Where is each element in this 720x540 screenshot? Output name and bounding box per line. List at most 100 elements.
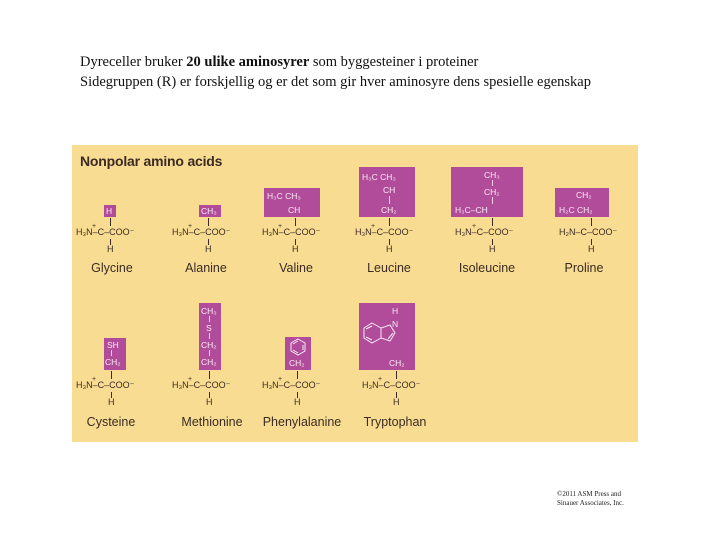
amino-acid-proline: CH₂ H₂C CH₂ H₂N–C–COO⁻ H Proline (554, 185, 638, 275)
side-chain-atom: CH₂ (381, 205, 397, 215)
bond-line (110, 239, 111, 245)
side-chain-atom: CH₂ (201, 340, 217, 350)
backbone: H₃N–C–COO⁻ (262, 227, 321, 237)
backbone-h: H (205, 244, 212, 254)
bond-line (389, 218, 390, 226)
backbone: H₃N–C–COO⁻ (172, 380, 231, 390)
backbone-h: H (206, 397, 213, 407)
intro-line-2: Sidegruppen (R) er forskjellig og er det… (80, 74, 591, 90)
bond-line (297, 371, 298, 379)
bond-line (389, 196, 390, 204)
amino-acid-name: Valine (279, 261, 313, 275)
amino-acid-name: Cysteine (86, 415, 136, 429)
backbone-h: H (294, 397, 301, 407)
side-chain-box (451, 167, 523, 217)
amino-acid-name: Glycine (91, 261, 133, 275)
bond-line (591, 218, 592, 226)
backbone: H₃N–C–COO⁻ (355, 227, 414, 237)
side-chain-box (359, 167, 415, 217)
amino-acid-name: Leucine (367, 261, 411, 275)
side-chain-box (104, 338, 126, 370)
indole-ring-icon (363, 322, 396, 344)
bond-line (389, 239, 390, 245)
side-chain-box (199, 303, 221, 370)
backbone-plus: + (472, 223, 477, 230)
amino-acid-methionine: CH₃ S CH₂ CH₂ + H₃N–C–COO⁻ H Methionine (172, 303, 262, 435)
bond-line (209, 350, 210, 356)
amino-acid-cysteine: SH CH₂ + H₃N–C–COO⁻ H Cysteine (76, 335, 160, 435)
benzene-ring-icon (290, 338, 306, 356)
bond-line (492, 239, 493, 245)
backbone: H₃N–C–COO⁻ (76, 227, 135, 237)
side-chain-atom: CH (288, 205, 301, 215)
backbone: H₂N–C–COO⁻ (559, 227, 618, 237)
side-chain-atom: CH (383, 185, 396, 195)
intro-line-1-bold: 20 ulike aminosyrer (186, 54, 310, 70)
backbone-plus: + (188, 376, 193, 383)
copyright-credit: ©2011 ASM Press and Sinauer Associates, … (557, 490, 624, 508)
backbone-plus: + (92, 376, 97, 383)
bond-line (492, 180, 493, 186)
amino-acid-name: Phenylalanine (262, 415, 342, 429)
amino-acid-isoleucine: CH₃ CH₂ H₃C–CH + H₃N–C–COO⁻ H Isoleucine (451, 167, 552, 275)
backbone-plus: + (371, 223, 376, 230)
bond-line (208, 239, 209, 245)
amino-acid-name: Isoleucine (458, 261, 516, 275)
amino-acid-valine: H₃C CH₃ CH + H₃N–C–COO⁻ H Valine (262, 185, 352, 275)
backbone: H₃N–C–COO⁻ (76, 380, 135, 390)
amino-acid-name: Tryptophan (363, 415, 427, 429)
backbone-h: H (588, 244, 595, 254)
bond-line (209, 392, 210, 398)
side-chain-atom: CH₃ (201, 206, 217, 216)
side-chain-atom: CH₃ (484, 170, 500, 180)
side-chain-atom: H₂C CH₂ (559, 205, 593, 215)
side-chain-atom: CH₂ (484, 187, 500, 197)
bond-line (111, 371, 112, 379)
backbone-h: H (292, 244, 299, 254)
bond-line (110, 218, 111, 226)
bond-line (396, 392, 397, 398)
side-chain-atom: N (392, 319, 399, 329)
bond-line (591, 239, 592, 245)
bond-line (209, 333, 210, 339)
amino-acid-name: Methionine (181, 415, 243, 429)
backbone: H₃N–C–COO⁻ (172, 227, 231, 237)
bond-line (208, 218, 209, 226)
side-chain-atom: H₃C CH₃ (267, 191, 301, 201)
backbone: H₃N–C–COO⁻ (455, 227, 514, 237)
backbone: H₃N–C–COO⁻ (362, 380, 421, 390)
side-chain-atom: CH₂ (289, 358, 305, 368)
bond-line (111, 350, 112, 356)
side-chain-atom: CH₂ (201, 357, 217, 367)
side-chain-atom: CH₂ (105, 357, 121, 367)
side-chain-atom: H₃C–CH (455, 205, 488, 215)
backbone-plus: + (378, 376, 383, 383)
backbone-h: H (108, 397, 115, 407)
side-chain-atom: H₃C CH₃ (362, 172, 396, 182)
intro-line-1-prefix: Dyreceller bruker (80, 54, 187, 70)
bond-line (295, 218, 296, 226)
side-chain-box (359, 303, 415, 370)
figure-title: Nonpolar amino acids (80, 153, 223, 169)
bond-line (295, 239, 296, 245)
bond-line (396, 371, 397, 379)
backbone-h: H (489, 244, 496, 254)
credit-line-2: Sinauer Associates, Inc. (557, 499, 624, 507)
backbone-h: H (107, 244, 114, 254)
side-chain-atom: S (206, 323, 212, 333)
side-chain-box (199, 205, 221, 217)
side-chain-box (264, 188, 320, 217)
credit-line-1: ©2011 ASM Press and (557, 490, 621, 498)
backbone-plus: + (92, 223, 97, 230)
backbone-h: H (393, 397, 400, 407)
side-chain-atom: CH₂ (389, 358, 405, 368)
amino-acid-alanine: CH₃ + H₃N–C–COO⁻ H Alanine (172, 185, 256, 275)
side-chain-box (104, 205, 116, 217)
backbone-plus: + (188, 223, 193, 230)
bond-line (297, 392, 298, 398)
backbone-plus: + (278, 376, 283, 383)
side-chain-atom: CH₃ (201, 306, 217, 316)
side-chain-box (285, 337, 311, 370)
amino-acid-name: Proline (564, 261, 604, 275)
backbone: H₃N–C–COO⁻ (262, 380, 321, 390)
